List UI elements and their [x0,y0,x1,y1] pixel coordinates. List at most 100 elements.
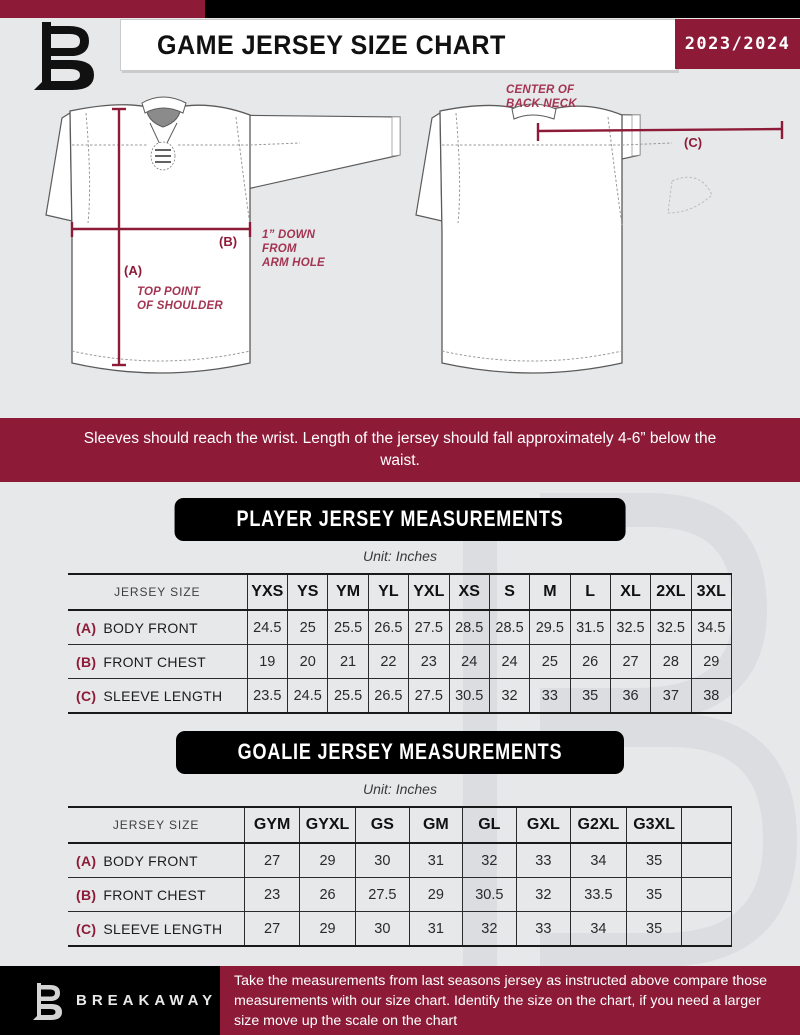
cell-front-chest-ys: 20 [287,644,329,679]
top-bar-black-segment [205,0,800,18]
fit-instructions-text: Sleeves should reach the wrist. Length o… [83,430,717,469]
player-unit-label: Unit: Inches [363,548,437,564]
cell-body-front-yxl: 27.5 [408,609,450,645]
cell-body-front-gyxl: 29 [299,842,357,878]
player-measurements-table: JERSEY SIZE YXS YS YM YL YXL XS S M L XL 2XL 3XL (A) B… [68,573,733,714]
goalie-section-title: GOALIE JERSEY MEASUREMENTS [176,731,624,774]
table-header-row: JERSEY SIZE GYM GYXL GS GM GL GXL G2XL G3XL [68,806,732,844]
size-header-ym: YM [327,573,369,611]
cell-front-chest-xl: 27 [609,644,652,679]
cell-sleeve-length-xl: 36 [609,678,652,714]
size-header-blank [681,806,732,844]
row-label-body-front: (A) BODY FRONT [68,842,246,878]
size-header-gm: GM [408,806,464,844]
cell-front-chest-yxl: 23 [408,644,450,679]
cell-body-front-gs: 30 [355,842,410,878]
title-plate: GAME JERSEY SIZE CHART [120,19,677,71]
front-chest-note: 1” DOWN FROM ARM HOLE [262,229,325,269]
cell-body-front-3xl: 34.5 [690,609,733,645]
table-header-row: JERSEY SIZE YXS YS YM YL YXL XS S M L XL 2XL 3XL [68,573,733,611]
cell-sleeve-length-ym: 25.5 [327,678,369,714]
table-row: (B) FRONT CHEST 23 26 27.5 29 30.5 32 33.5 35 [68,877,732,912]
size-header-xs: XS [448,573,490,611]
cell-front-chest-gs: 27.5 [355,877,410,912]
size-header-g3xl: G3XL [625,806,683,844]
size-header-xl: XL [609,573,652,611]
cell-body-front-yxs: 24.5 [246,609,289,645]
cell-sleeve-length-l: 35 [569,678,611,714]
cell-front-chest-gxl: 32 [515,877,572,912]
cell-sleeve-length-yl: 26.5 [367,678,410,714]
cell-sleeve-length-gyxl: 29 [299,911,357,947]
cell-sleeve-length-3xl: 38 [690,678,733,714]
cell-sleeve-length-gxl: 33 [515,911,572,947]
row-marker: (B) [76,653,97,670]
cell-sleeve-length-g2xl: 34 [570,911,627,947]
cell-body-front-ys: 25 [287,609,329,645]
cell-front-chest-2xl: 28 [650,644,692,679]
cell-front-chest-yxs: 19 [246,644,289,679]
size-header-gym: GYM [244,806,301,844]
row-marker: (B) [76,886,97,903]
cell-front-chest-s: 24 [488,644,531,679]
cell-front-chest-xs: 24 [448,644,490,679]
fit-instructions-banner: Sleeves should reach the wrist. Length o… [0,418,800,482]
row-label-sleeve-length: (C) SLEEVE LENGTH [68,678,248,714]
footer-instructions-block: Take the measurements from last seasons … [220,966,800,1035]
cell-sleeve-length-gym: 27 [244,911,301,947]
cell-sleeve-length-gm: 31 [408,911,464,947]
table-row: (C) SLEEVE LENGTH 27 29 30 31 32 33 34 35 [68,911,732,947]
cell-blank [681,911,732,947]
size-header-2xl: 2XL [650,573,692,611]
cell-front-chest-gl: 30.5 [462,877,517,912]
cell-front-chest-l: 26 [569,644,611,679]
jersey-illustration-area: 1” DOWN FROM ARM HOLE (B) (A) TOP POINT OF … [0,73,800,418]
cell-sleeve-length-m: 33 [529,678,571,714]
cell-sleeve-length-yxl: 27.5 [408,678,450,714]
cell-body-front-s: 28.5 [488,609,531,645]
page-title: GAME JERSEY SIZE CHART [157,29,506,60]
top-accent-bar [0,0,800,18]
cell-front-chest-yl: 22 [367,644,410,679]
size-header-gs: GS [355,806,410,844]
cell-body-front-gym: 27 [244,842,301,878]
dim-label-c: (C) [684,135,703,150]
row-label-sleeve-length: (C) SLEEVE LENGTH [68,911,246,947]
size-header-l: L [569,573,611,611]
size-header-m: M [529,573,571,611]
dim-label-a: (A) [124,263,143,278]
page-header: GAME JERSEY SIZE CHART 2023/2024 [0,18,800,90]
cell-blank [681,842,732,878]
cell-front-chest-3xl: 29 [690,644,733,679]
dim-label-b: (B) [219,234,238,249]
cell-body-front-gm: 31 [408,842,464,878]
cell-blank [681,877,732,912]
size-header-gyxl: GYXL [299,806,357,844]
cell-body-front-l: 31.5 [569,609,611,645]
cell-sleeve-length-2xl: 37 [650,678,692,714]
row-marker: (A) [76,852,97,869]
cell-sleeve-length-s: 32 [488,678,531,714]
goalie-unit-label: Unit: Inches [363,781,437,797]
footer-brand-name: BREAKAWAY [76,992,218,1009]
row-marker: (A) [76,619,97,636]
cell-sleeve-length-gl: 32 [462,911,517,947]
jersey-size-header: JERSEY SIZE [68,573,248,611]
breakaway-b-logo-icon [34,22,94,90]
cell-sleeve-length-yxs: 23.5 [246,678,289,714]
jersey-diagrams [45,96,784,374]
size-header-g2xl: G2XL [570,806,627,844]
top-bar-maroon-segment [0,0,205,18]
cell-body-front-2xl: 32.5 [650,609,692,645]
cell-sleeve-length-ys: 24.5 [287,678,329,714]
cell-front-chest-gyxl: 26 [299,877,357,912]
cell-body-front-yl: 26.5 [367,609,410,645]
cell-front-chest-gym: 23 [244,877,301,912]
shoulder-note: TOP POINT OF SHOULDER [137,286,223,312]
cell-front-chest-ym: 21 [327,644,369,679]
season-badge: 2023/2024 [675,19,800,69]
cell-body-front-ym: 25.5 [327,609,369,645]
cell-body-front-g2xl: 34 [570,842,627,878]
size-header-s: S [488,573,531,611]
size-header-gxl: GXL [515,806,572,844]
